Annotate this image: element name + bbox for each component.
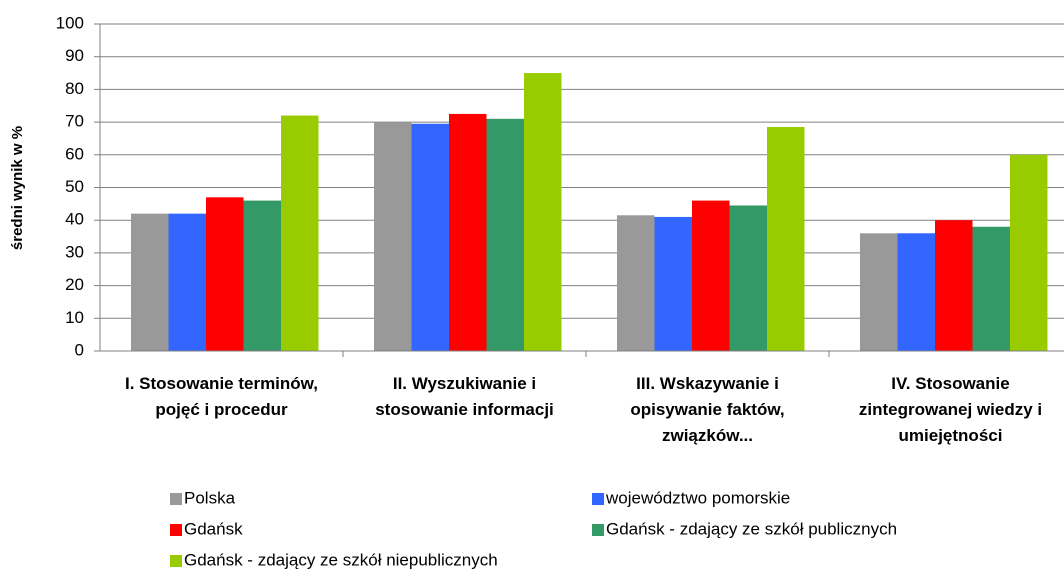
bar xyxy=(374,122,412,351)
bar xyxy=(692,200,730,351)
y-tick-label: 60 xyxy=(65,144,84,163)
bar xyxy=(411,123,449,351)
y-tick-label: 50 xyxy=(65,177,84,196)
legend-swatch xyxy=(170,493,182,505)
y-tick-label: 90 xyxy=(65,46,84,65)
legend-label: Gdańsk - zdający ze szkół publicznych xyxy=(606,519,897,538)
bar xyxy=(617,215,655,351)
bar xyxy=(897,233,935,351)
legend-swatch xyxy=(170,555,182,567)
bar xyxy=(206,197,244,351)
legend-label: Gdańsk xyxy=(184,519,243,538)
bar xyxy=(1010,154,1048,351)
legend-swatch xyxy=(592,524,604,536)
bar xyxy=(767,127,805,351)
y-tick-label: 100 xyxy=(56,13,84,32)
legend-label: województwo pomorskie xyxy=(605,488,790,507)
y-tick-label: 40 xyxy=(65,210,84,229)
bar xyxy=(860,233,898,351)
x-tick-label: II. Wyszukiwanie i stosowanie informacji xyxy=(375,374,554,419)
legend-label: Polska xyxy=(184,488,236,507)
legend-swatch xyxy=(592,493,604,505)
bar xyxy=(972,226,1010,351)
legend-swatch xyxy=(170,524,182,536)
x-tick-label: III. Wskazywanie i opisywanie faktów, zwią… xyxy=(630,374,784,445)
bar xyxy=(168,213,206,351)
y-tick-label: 20 xyxy=(65,275,84,294)
bar xyxy=(524,73,562,352)
bar xyxy=(449,113,487,351)
bar xyxy=(729,205,767,351)
legend-label: Gdańsk - zdający ze szkół niepublicznych xyxy=(184,550,498,569)
y-tick-label: 70 xyxy=(65,112,84,131)
bar xyxy=(281,115,319,351)
x-tick-label: IV. Stosowanie zintegrowanej wiedzy i umie… xyxy=(859,374,1042,445)
bar xyxy=(131,213,169,351)
bar xyxy=(486,118,524,351)
y-tick-label: 80 xyxy=(65,79,84,98)
bar xyxy=(243,200,281,351)
y-tick-label: 0 xyxy=(75,340,84,359)
x-tick-label: I. Stosowanie terminów, pojęć i procedur xyxy=(125,374,318,419)
bar xyxy=(654,216,692,351)
y-axis-label: średni wynik w % xyxy=(9,126,26,250)
bar xyxy=(935,220,973,351)
y-tick-label: 10 xyxy=(65,308,84,327)
y-tick-label: 30 xyxy=(65,242,84,261)
